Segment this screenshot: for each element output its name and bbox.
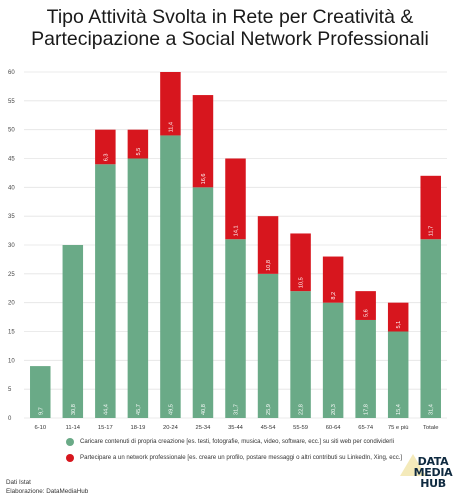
bar-segment — [30, 366, 51, 418]
x-tick-label: 11-14 — [66, 425, 81, 431]
x-tick-label: 25-34 — [196, 425, 212, 431]
y-tick-label: 35 — [8, 214, 15, 220]
logo-triangle-icon — [400, 454, 426, 476]
bar-segment — [355, 319, 376, 418]
legend-item-green: Caricare contenuti di propria creazione … — [66, 438, 456, 446]
logo-line-3: HUB — [420, 477, 446, 490]
x-tick-label: 65-74 — [358, 425, 374, 431]
x-tick-label: Totale — [423, 425, 438, 431]
stacked-bar-chart: 0 5 10 15 20 25 30 35 40 45 50 55 60 9,7 6-10 30,8 11-14… — [8, 70, 447, 431]
data-label: 6,3 — [103, 153, 109, 161]
data-label: 44,4 — [103, 404, 109, 415]
logo-line-1: DATA — [417, 455, 449, 468]
bar-segment — [420, 239, 441, 418]
x-tick-label: 55-59 — [293, 425, 308, 431]
bar-segment — [387, 302, 409, 332]
bar-segment — [160, 135, 181, 418]
bar-segment — [322, 256, 344, 303]
chart-title-line-1: Tipo Attività Svolta in Rete per Creativ… — [46, 6, 414, 28]
x-tick-label: 20-24 — [163, 425, 179, 431]
x-tick-label: 75 e più — [388, 425, 409, 431]
bar-segment — [192, 95, 214, 188]
source-line-1: Dati Istat — [6, 479, 31, 486]
y-tick-label: 30 — [8, 243, 15, 249]
data-label: 17,8 — [364, 404, 370, 415]
bar-segment — [257, 216, 279, 274]
data-label: 10,5 — [299, 277, 305, 288]
data-label: 5,1 — [396, 321, 402, 329]
legend-swatch-red — [66, 454, 74, 462]
bar-segment — [420, 175, 441, 240]
y-tick-label: 60 — [8, 70, 15, 76]
y-tick-label: 25 — [8, 272, 15, 278]
y-tick-label: 20 — [8, 301, 15, 307]
bar-segment — [127, 129, 149, 159]
data-label: 5,5 — [136, 148, 142, 156]
bar-segment — [257, 273, 279, 418]
x-tick-label: 60-64 — [326, 425, 342, 431]
data-label: 25,9 — [266, 404, 272, 415]
data-label: 15,4 — [396, 404, 402, 415]
source-note: Dati Istat Elaborazione: DataMediaHub — [6, 478, 88, 496]
data-label: 31,4 — [429, 404, 435, 415]
y-tick-label: 40 — [8, 185, 15, 191]
bar-segment — [192, 187, 214, 418]
data-label: 20,3 — [331, 404, 337, 415]
x-tick-label: 18-19 — [130, 425, 145, 431]
legend: Caricare contenuti di propria creazione … — [66, 438, 456, 470]
y-tick-label: 55 — [8, 99, 15, 105]
bar-segment — [127, 158, 149, 418]
data-label: 5,6 — [364, 309, 370, 317]
bar-segment — [62, 245, 84, 418]
data-label: 8,2 — [331, 292, 337, 300]
data-label: 14,1 — [234, 225, 240, 236]
data-label: 10,8 — [266, 260, 272, 271]
bar-segment — [225, 158, 246, 240]
chart-title: Tipo Attività Svolta in Rete per Creativ… — [0, 6, 460, 50]
bar-segment — [290, 233, 311, 292]
logo-line-2: MEDIA — [413, 466, 453, 479]
bar-segment — [290, 291, 311, 418]
legend-item-red: Partecipare a un network professionale [… — [66, 454, 456, 462]
y-tick-label: 45 — [8, 157, 15, 163]
data-label: 31,7 — [234, 404, 240, 415]
data-label: 11,4 — [168, 122, 174, 132]
x-tick-label: 45-54 — [261, 425, 277, 431]
legend-label-green: Caricare contenuti di propria creazione … — [80, 438, 394, 445]
y-tick-label: 15 — [8, 330, 15, 336]
x-tick-label: 35-44 — [228, 425, 244, 431]
data-label: 49,5 — [168, 404, 174, 415]
data-label: 45,7 — [136, 404, 142, 415]
data-label: 40,8 — [201, 404, 207, 415]
y-tick-label: 0 — [8, 416, 12, 422]
legend-swatch-green — [66, 438, 74, 446]
x-tick-label: 15-17 — [98, 425, 113, 431]
chart-title-line-2: Partecipazione a Social Network Professi… — [31, 28, 429, 50]
bar-segment — [95, 164, 116, 418]
bar-segment — [355, 291, 376, 320]
datamediahub-logo: DATA MEDIA HUB — [412, 456, 454, 489]
y-tick-label: 50 — [8, 128, 15, 134]
data-label: 11,7 — [429, 226, 435, 236]
source-line-2: Elaborazione: DataMediaHub — [6, 488, 89, 495]
bar-segment — [95, 129, 116, 165]
bar-segment — [225, 239, 246, 418]
y-tick-label: 5 — [8, 387, 12, 393]
data-label: 30,8 — [71, 404, 77, 415]
bar-segment — [160, 72, 181, 136]
x-tick-label: 6-10 — [34, 425, 46, 431]
bar-segment — [387, 331, 409, 418]
bar-segment — [322, 302, 344, 418]
legend-label-red: Partecipare a un network professionale [… — [80, 454, 403, 461]
data-label: 22,8 — [299, 404, 305, 415]
y-tick-label: 10 — [8, 358, 15, 364]
data-label: 9,7 — [38, 407, 44, 415]
data-label: 16,6 — [201, 173, 207, 184]
